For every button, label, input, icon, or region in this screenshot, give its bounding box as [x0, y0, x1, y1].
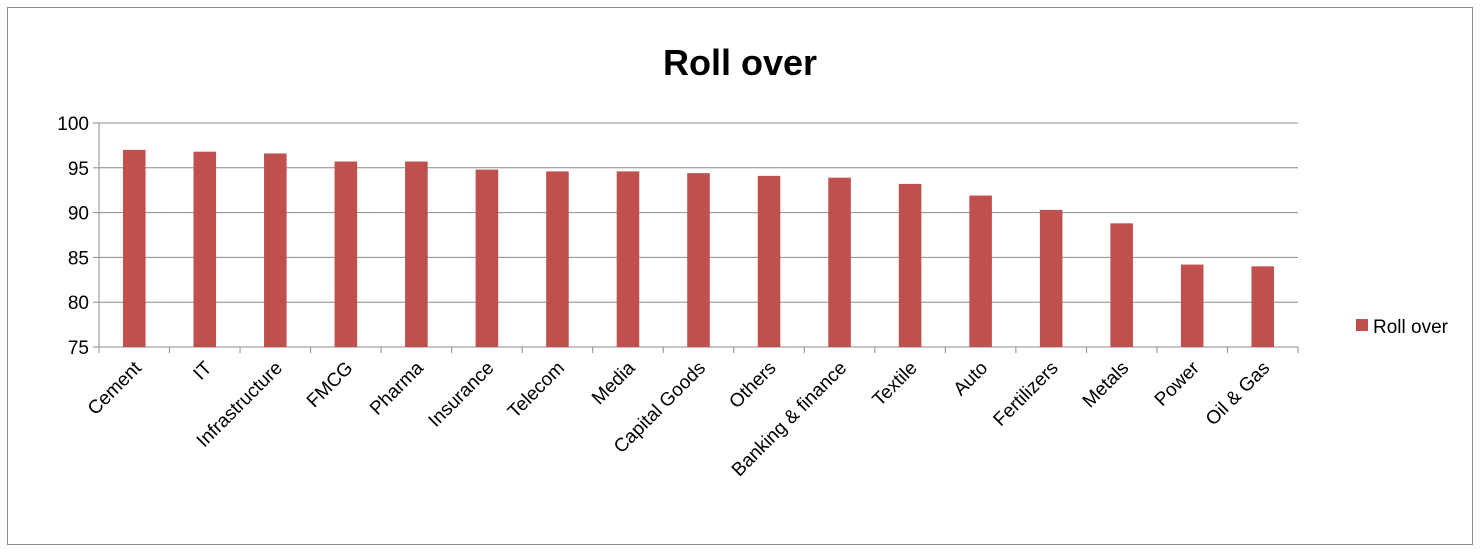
bar — [687, 173, 710, 347]
y-tick-label: 90 — [68, 204, 89, 225]
bar — [969, 195, 992, 347]
x-category-label: Oil & Gas — [1202, 358, 1274, 430]
y-tick-labels: 75 80 85 90 95 100 — [57, 114, 89, 359]
y-tick-label: 95 — [68, 159, 89, 180]
bar — [1039, 209, 1063, 347]
legend: Roll over — [1356, 317, 1449, 338]
x-category-label: Insurance — [425, 358, 499, 432]
bar — [193, 151, 217, 347]
x-category-label: Fertilizers — [990, 358, 1063, 431]
chart-frame — [7, 7, 1473, 545]
bars — [122, 149, 1275, 347]
bar — [264, 153, 287, 347]
x-category-label: Auto — [950, 358, 992, 400]
y-tick-label: 85 — [68, 248, 89, 269]
x-category-label: Cement — [84, 357, 146, 419]
x-category-label: Power — [1151, 357, 1204, 410]
bar — [334, 161, 358, 347]
bar — [1180, 264, 1204, 347]
x-category-label: Media — [588, 357, 640, 409]
bar — [828, 177, 851, 347]
x-category-label: Metals — [1079, 358, 1133, 412]
bar — [898, 183, 922, 347]
x-category-label: IT — [190, 357, 217, 384]
chart-title: Roll over — [663, 42, 817, 83]
bar — [405, 161, 428, 347]
bar — [1110, 223, 1133, 347]
y-tick-label: 80 — [68, 293, 89, 314]
bar — [757, 175, 781, 347]
bar — [616, 171, 640, 347]
legend-label: Roll over — [1373, 317, 1449, 338]
x-category-label: Others — [725, 358, 780, 413]
bar — [1251, 266, 1275, 347]
y-tick-label: 75 — [68, 338, 89, 359]
x-category-label: FMCG — [303, 358, 357, 412]
x-category-label: Telecom — [504, 358, 569, 423]
y-tick-label: 100 — [57, 114, 89, 135]
legend-swatch — [1356, 319, 1368, 331]
bar — [122, 149, 146, 347]
bar — [475, 169, 499, 347]
x-category-label: Pharma — [366, 357, 428, 419]
bar — [546, 171, 569, 347]
x-category-label: Textile — [869, 358, 922, 411]
